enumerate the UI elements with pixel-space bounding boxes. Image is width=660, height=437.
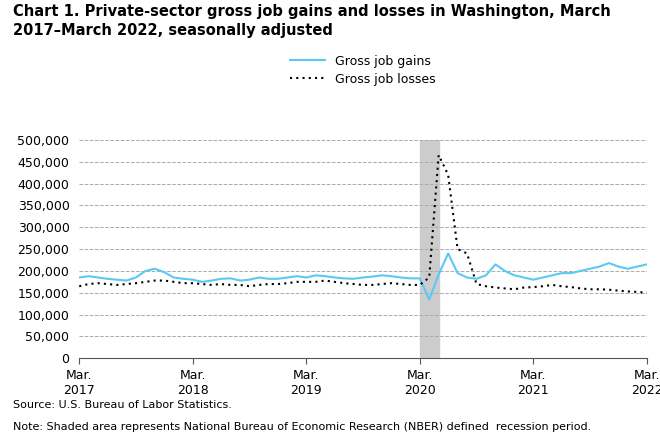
Bar bbox=[420, 140, 439, 358]
Text: Chart 1. Private-sector gross job gains and losses in Washington, March
2017–Mar: Chart 1. Private-sector gross job gains … bbox=[13, 4, 611, 38]
Text: Source: U.S. Bureau of Labor Statistics.: Source: U.S. Bureau of Labor Statistics. bbox=[13, 400, 232, 410]
Legend: Gross job gains, Gross job losses: Gross job gains, Gross job losses bbox=[290, 55, 436, 86]
Text: Note: Shaded area represents National Bureau of Economic Research (NBER) defined: Note: Shaded area represents National Bu… bbox=[13, 422, 591, 432]
